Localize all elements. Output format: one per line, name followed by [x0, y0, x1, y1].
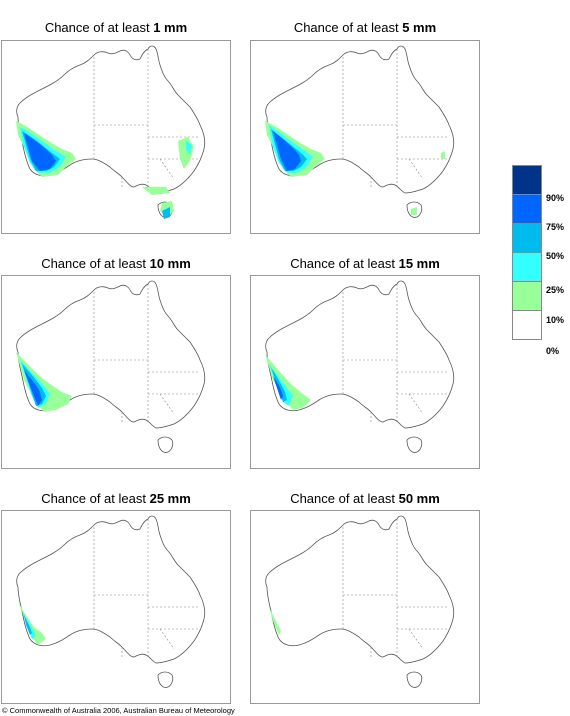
map-50mm	[250, 510, 480, 704]
probability-shading	[265, 121, 445, 215]
legend-label-75: 75%	[546, 222, 565, 232]
panel-title-15mm: Chance of at least 15 mm	[290, 256, 440, 271]
legend-swatch-25	[512, 252, 542, 281]
probability-shading	[16, 121, 194, 219]
legend-swatch-90	[512, 165, 542, 194]
probability-shading	[16, 352, 72, 412]
legend-swatch-75	[512, 194, 542, 223]
panel-title-10mm: Chance of at least 10 mm	[41, 256, 191, 271]
legend-swatch-50	[512, 223, 542, 252]
map-5mm	[250, 40, 480, 234]
probability-shading	[18, 601, 46, 645]
map-15mm	[250, 275, 480, 469]
legend-label-0: 0%	[546, 346, 560, 356]
panel-title-25mm: Chance of at least 25 mm	[41, 491, 191, 506]
copyright-notice: © Commonwealth of Australia 2006, Austra…	[2, 706, 235, 715]
legend-label-90: 90%	[546, 193, 565, 203]
probability-shading	[269, 607, 281, 635]
legend-label-50: 50%	[546, 251, 565, 261]
legend-swatch-10	[512, 281, 542, 310]
probability-shading	[265, 354, 311, 410]
panel-title-5mm: Chance of at least 5 mm	[293, 20, 437, 35]
legend-label-10: 10%	[546, 315, 565, 325]
map-1mm	[1, 40, 231, 234]
map-10mm	[1, 275, 231, 469]
legend-label-25: 25%	[546, 285, 565, 295]
legend-swatch-0	[512, 310, 542, 340]
panel-title-50mm: Chance of at least 50 mm	[290, 491, 440, 506]
panel-title-1mm: Chance of at least 1 mm	[44, 20, 188, 35]
probability-legend	[512, 165, 542, 340]
map-25mm	[1, 510, 231, 704]
